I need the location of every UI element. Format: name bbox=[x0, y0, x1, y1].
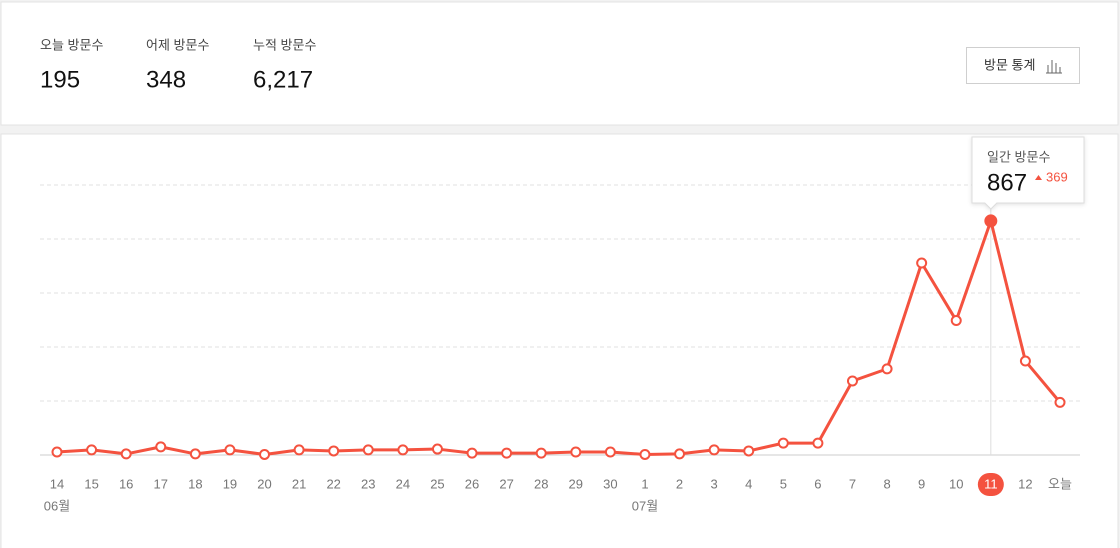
data-point bbox=[362, 444, 374, 456]
x-tick-label: 8 bbox=[883, 476, 890, 491]
data-point bbox=[293, 444, 305, 456]
chart-card bbox=[0, 133, 1119, 548]
x-tick-label: 22 bbox=[326, 476, 340, 491]
up-arrow bbox=[1035, 175, 1042, 180]
x-tick-label: 10 bbox=[949, 476, 963, 491]
x-tick-label: 27 bbox=[499, 476, 513, 491]
stat-value: 195 bbox=[40, 66, 80, 93]
x-tick-label: 12 bbox=[1018, 476, 1032, 491]
x-tick-label: 3 bbox=[711, 476, 718, 491]
data-point bbox=[881, 363, 893, 375]
data-point bbox=[570, 446, 582, 458]
button-box[interactable] bbox=[966, 47, 1080, 84]
data-point bbox=[86, 444, 98, 456]
x-tick-label: 1 bbox=[641, 476, 648, 491]
x-tick-label: 11 bbox=[984, 476, 998, 491]
data-point bbox=[984, 214, 998, 228]
data-point bbox=[604, 446, 616, 458]
data-point bbox=[1054, 396, 1066, 408]
tooltip-box bbox=[971, 136, 1085, 210]
data-point bbox=[535, 447, 547, 459]
x-tick-label: 오늘 bbox=[1048, 476, 1072, 491]
data-point bbox=[777, 437, 789, 449]
x-tick-label: 4 bbox=[745, 476, 752, 491]
stat-value: 348 bbox=[146, 66, 186, 93]
data-point bbox=[120, 448, 132, 460]
data-point bbox=[639, 448, 651, 460]
data-point bbox=[950, 315, 962, 327]
tooltip-title: 일간 방문수 bbox=[987, 149, 1050, 164]
x-tick-label: 14 bbox=[50, 476, 64, 491]
x-tick-label: 20 bbox=[257, 476, 271, 491]
series-line bbox=[56, 219, 1062, 456]
data-point bbox=[431, 443, 443, 455]
x-tick-label: 24 bbox=[396, 476, 410, 491]
stats-card bbox=[0, 1, 1119, 126]
x-tick-label: 18 bbox=[188, 476, 202, 491]
tooltip-value: 867 bbox=[987, 169, 1027, 196]
x-tick-label: 7 bbox=[849, 476, 856, 491]
x-tick-label: 5 bbox=[780, 476, 787, 491]
stat-label: 누적 방문수 bbox=[253, 37, 316, 52]
data-point bbox=[501, 447, 513, 459]
tooltip: 일간 방문수 867 369 bbox=[971, 136, 1085, 210]
data-point bbox=[812, 437, 824, 449]
data-point bbox=[259, 448, 271, 460]
x-tick-label: 26 bbox=[465, 476, 479, 491]
x-tick-label: 2 bbox=[676, 476, 683, 491]
chart-icon bbox=[1046, 60, 1062, 74]
data-point bbox=[397, 444, 409, 456]
month-label: 07월 bbox=[632, 498, 658, 513]
x-tick-label: 30 bbox=[603, 476, 617, 491]
stat-label: 오늘 방문수 bbox=[40, 37, 103, 52]
stat-value: 6,217 bbox=[253, 66, 313, 93]
data-point bbox=[743, 445, 755, 457]
visit-stats-button[interactable]: 방문 통계 bbox=[966, 47, 1080, 84]
data-point bbox=[328, 445, 340, 457]
data-point bbox=[916, 257, 928, 269]
data-point bbox=[51, 446, 63, 458]
x-tick-label: 21 bbox=[292, 476, 306, 491]
tooltip-change: 369 bbox=[1046, 169, 1068, 184]
month-label: 06월 bbox=[44, 498, 70, 513]
data-point bbox=[466, 447, 478, 459]
x-tick-label: 9 bbox=[918, 476, 925, 491]
x-tick-label: 28 bbox=[534, 476, 548, 491]
x-tick-label: 16 bbox=[119, 476, 133, 491]
data-point bbox=[708, 444, 720, 456]
x-tick-label: 19 bbox=[223, 476, 237, 491]
data-point bbox=[224, 444, 236, 456]
x-tick-label: 15 bbox=[84, 476, 98, 491]
x-tick-label: 6 bbox=[814, 476, 821, 491]
data-point bbox=[674, 448, 686, 460]
data-point bbox=[155, 441, 167, 453]
selected-label-bg bbox=[977, 473, 1004, 496]
button-label[interactable]: 방문 통계 bbox=[984, 57, 1035, 72]
x-tick-label: 29 bbox=[569, 476, 583, 491]
x-tick-label: 17 bbox=[154, 476, 168, 491]
data-point bbox=[846, 375, 858, 387]
x-tick-label: 25 bbox=[430, 476, 444, 491]
data-point bbox=[189, 448, 201, 460]
data-point bbox=[1019, 355, 1031, 367]
x-tick-label: 23 bbox=[361, 476, 375, 491]
stat-label: 어제 방문수 bbox=[146, 37, 209, 52]
